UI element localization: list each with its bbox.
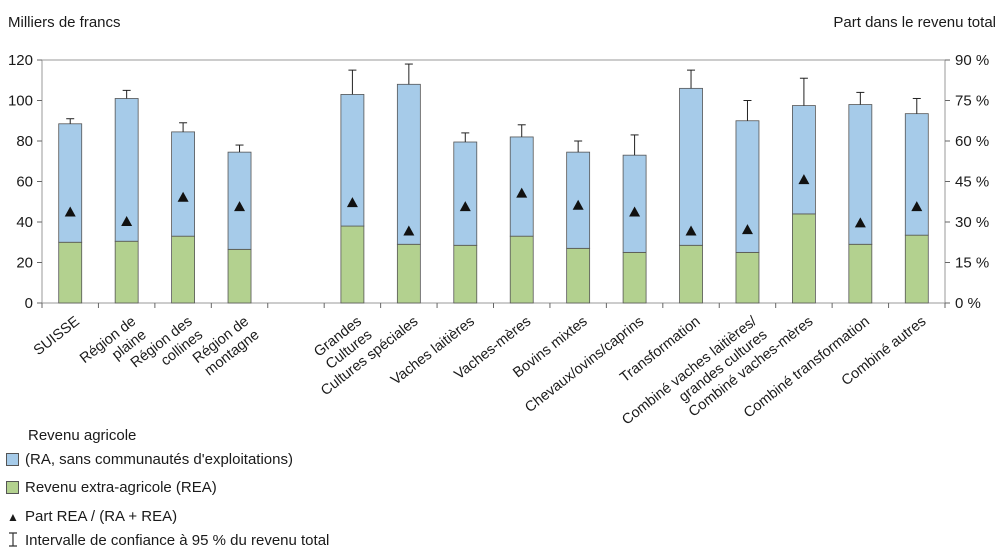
share-marker: [234, 201, 246, 212]
y-axis-right-title: Part dans le revenu total: [833, 14, 996, 31]
legend-ra-text-1: Revenu agricole: [28, 427, 137, 444]
bar-rea: [679, 244, 703, 304]
share-marker: [572, 199, 584, 210]
bar-ra: [509, 136, 534, 237]
bar-ra: [227, 151, 252, 250]
y-left-tick-label: 80: [16, 133, 33, 150]
bar-ra: [58, 123, 83, 243]
bar-ra: [679, 87, 703, 246]
y-left-tick-label: 40: [16, 214, 33, 231]
bar-rea: [848, 243, 873, 304]
bar-rea: [792, 213, 816, 304]
bar-rea: [509, 235, 534, 304]
y-right-tick-label: 45 %: [955, 174, 989, 191]
y-right-tick-label: 60 %: [955, 133, 989, 150]
legend-item-ra: (RA, sans communautés d'exploitations): [6, 452, 293, 467]
y-left-tick-label: 20: [16, 255, 33, 272]
share-marker: [629, 206, 641, 217]
y-axis-left-title: Milliers de francs: [8, 14, 121, 31]
stacked-bar-chart: 0 20 40 60 80 100 120 0 % 15 % 30 % 45 % 60 % 75 % 90…: [8, 52, 989, 428]
legend-ci-text: Intervalle de confiance à 95 % du revenu…: [25, 532, 330, 549]
bar-rea: [58, 241, 83, 304]
bar-ra: [622, 154, 647, 253]
triangle-icon: ▲: [7, 509, 19, 524]
share-marker: [346, 197, 358, 208]
y-right-tick-label: 90 %: [955, 52, 989, 69]
bar-rea: [622, 251, 647, 304]
bar-rea: [340, 225, 365, 304]
y-right-tick-label: 30 %: [955, 214, 989, 231]
y-left-tick-label: 0: [25, 295, 33, 312]
bar-rea: [735, 251, 760, 304]
y-left-tick-label: 60: [16, 174, 33, 191]
legend-item-ci: Intervalle de confiance à 95 % du revenu…: [6, 532, 329, 549]
legend-item-rea: Revenu extra-agricole (REA): [6, 480, 217, 495]
bar-rea: [171, 235, 195, 304]
bar-rea: [453, 244, 478, 304]
bar-ra: [171, 131, 195, 237]
legend-ra-text-2: (RA, sans communautés d'exploitations): [25, 451, 293, 468]
share-marker: [911, 201, 923, 212]
bar-rea: [396, 243, 421, 304]
bar-ra: [396, 83, 421, 245]
share-marker: [121, 216, 133, 226]
bar-ra: [453, 141, 478, 246]
error-bar-icon: [6, 532, 20, 549]
bar-rea: [566, 247, 591, 304]
legend-rea-text: Revenu extra-agricole (REA): [25, 479, 217, 496]
y-left-tick-label: 100: [8, 93, 33, 110]
legend-item-share: ▲ Part REA / (RA + REA): [6, 509, 177, 524]
y-left-tick-label: 120: [8, 52, 33, 69]
share-marker: [64, 206, 76, 217]
share-marker: [459, 201, 471, 212]
bar-ra: [792, 105, 816, 215]
share-marker: [798, 174, 810, 185]
share-marker: [685, 225, 697, 236]
y-right-tick-label: 75 %: [955, 93, 989, 110]
legend-swatch-ra: [6, 453, 19, 466]
y-right-tick-label: 15 %: [955, 255, 989, 272]
legend-ra-label-line1: Revenu agricole: [28, 428, 136, 443]
share-marker: [403, 225, 415, 236]
share-marker: [854, 217, 866, 228]
x-category-label: SUISSE: [31, 313, 83, 359]
legend-share-text: Part REA / (RA + REA): [25, 508, 178, 525]
y-right-tick-label: 0 %: [955, 295, 981, 312]
bar-ra: [904, 113, 929, 236]
bar-rea: [904, 234, 929, 304]
share-marker: [741, 224, 753, 235]
bar-rea: [114, 240, 139, 304]
share-marker: [516, 187, 528, 198]
bar-rea: [227, 248, 252, 304]
legend-swatch-rea: [6, 481, 19, 494]
share-marker: [177, 191, 189, 202]
